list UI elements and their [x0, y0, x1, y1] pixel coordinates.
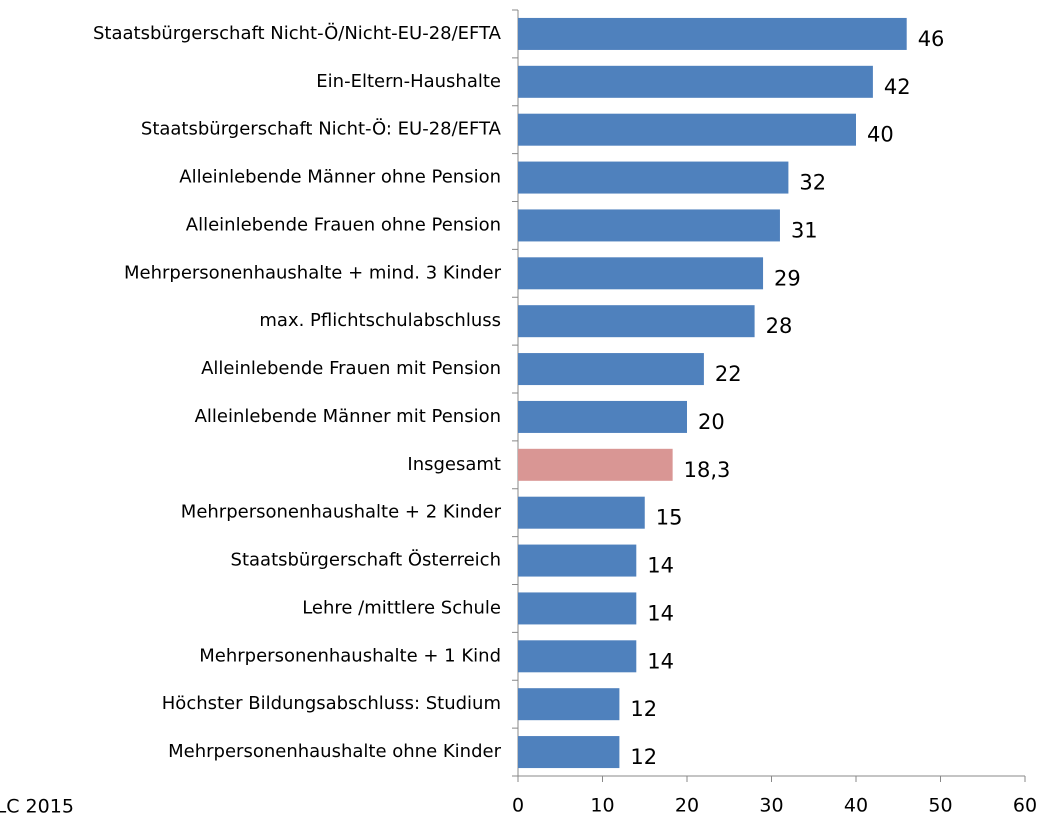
bar [518, 17, 907, 50]
value-label: 14 [647, 601, 674, 625]
value-label: 31 [791, 218, 818, 242]
bar [518, 544, 637, 577]
bar [518, 496, 645, 529]
bar [518, 400, 687, 433]
bar [518, 65, 873, 98]
value-label: 40 [867, 123, 894, 147]
value-label: 18,3 [684, 458, 731, 482]
bar [518, 161, 789, 194]
value-label: 22 [715, 362, 742, 386]
value-label: 14 [647, 554, 674, 578]
source-note: SILC 2015 [0, 796, 74, 818]
y-tick-label: Höchster Bildungsabschluss: Studium [162, 693, 501, 714]
value-label: 46 [918, 27, 945, 51]
bar [518, 113, 856, 146]
y-tick-label: Alleinlebende Männer mit Pension [195, 406, 501, 427]
x-tick-label: 0 [512, 795, 524, 817]
y-tick-label: Staatsbürgerschaft Nicht-Ö: EU-28/EFTA [141, 118, 502, 140]
y-tick-label: Lehre /mittlere Schule [302, 597, 501, 618]
x-tick-label: 10 [590, 795, 614, 817]
bar [518, 592, 637, 625]
y-tick-label: Alleinlebende Frauen ohne Pension [186, 214, 501, 235]
bar [518, 736, 620, 769]
value-label: 29 [774, 266, 801, 290]
x-tick-label: 60 [1013, 795, 1037, 817]
y-tick-label: Staatsbürgerschaft Nicht-Ö/Nicht-EU-28/E… [93, 22, 502, 44]
value-label: 42 [884, 75, 911, 99]
bar [518, 448, 673, 481]
x-tick-label: 50 [928, 795, 952, 817]
x-tick-label: 40 [844, 795, 868, 817]
bar [518, 688, 620, 721]
y-tick-label: Mehrpersonenhaushalte + 2 Kinder [181, 502, 502, 523]
value-label: 32 [799, 171, 826, 195]
bar [518, 209, 780, 242]
bar [518, 257, 764, 290]
y-tick-label: max. Pflichtschulabschluss [259, 310, 501, 331]
value-label: 14 [647, 649, 674, 673]
value-label: 15 [656, 506, 683, 530]
y-tick-label: Staatsbürgerschaft Österreich [231, 549, 501, 571]
value-label: 12 [630, 745, 657, 769]
y-tick-label: Alleinlebende Männer ohne Pension [179, 167, 501, 188]
bar [518, 305, 755, 338]
y-tick-label: Mehrpersonenhaushalte ohne Kinder [168, 741, 501, 762]
value-label: 28 [766, 314, 793, 338]
x-tick-label: 20 [675, 795, 699, 817]
x-tick-label: 30 [759, 795, 783, 817]
bar [518, 353, 704, 386]
value-label: 12 [630, 697, 657, 721]
y-tick-label: Mehrpersonenhaushalte + 1 Kind [199, 645, 501, 666]
y-tick-label: Ein-Eltern-Haushalte [316, 71, 501, 92]
bar [518, 640, 637, 673]
value-label: 20 [698, 410, 725, 434]
y-tick-label: Alleinlebende Frauen mit Pension [201, 358, 501, 379]
y-tick-label: Insgesamt [407, 454, 501, 475]
y-tick-label: Mehrpersonenhaushalte + mind. 3 Kinder [124, 262, 502, 283]
